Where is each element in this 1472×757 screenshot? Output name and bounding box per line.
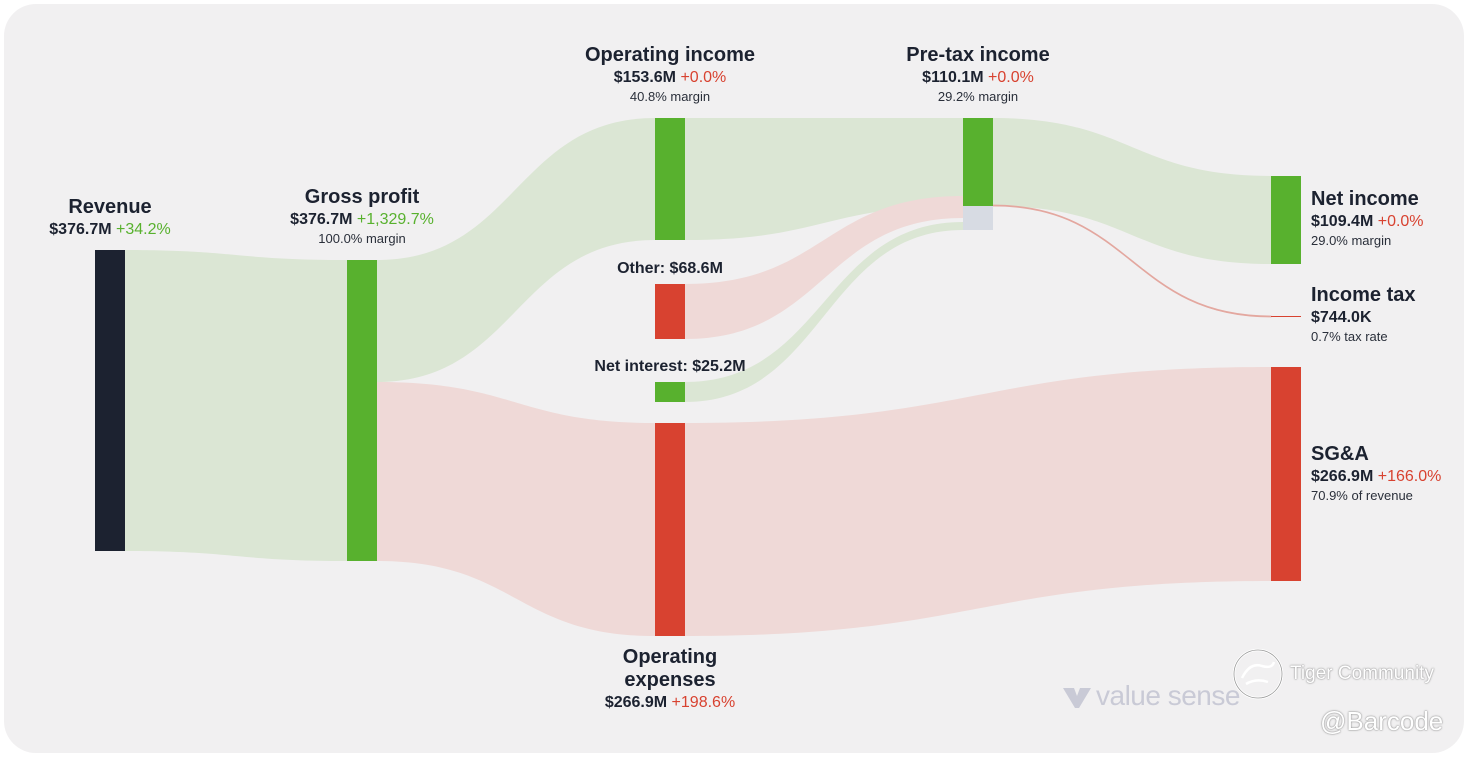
pretax-income-title: Pre-tax income xyxy=(906,44,1050,66)
revenue-change: +34.2% xyxy=(116,221,171,238)
operating-income-change: +0.0% xyxy=(680,69,727,86)
flow-opex-sga xyxy=(685,367,1271,636)
node-label-net-income: Net income $109.4M +0.0% 29.0% margin xyxy=(1311,188,1424,249)
node-bar-netint xyxy=(655,382,685,402)
pretax-income-change: +0.0% xyxy=(988,69,1034,86)
gross-profit-title: Gross profit xyxy=(304,186,420,208)
pretax-income-margin: 29.2% margin xyxy=(937,89,1019,105)
revenue-title: Revenue xyxy=(68,196,152,218)
net-income-change: +0.0% xyxy=(1377,213,1424,230)
other-title: Other: $68.6M xyxy=(617,260,723,277)
barcode-handle-watermark: @Barcode xyxy=(1320,706,1444,736)
tiger-community-text: Tiger Community xyxy=(1290,663,1434,685)
node-bar-revenue xyxy=(95,250,125,551)
net-income-title: Net income xyxy=(1311,188,1419,210)
sga-share: 70.9% of revenue xyxy=(1311,488,1413,504)
operating-income-title: Operating income xyxy=(584,44,756,66)
node-label-gross-profit: Gross profit $376.7M +1,329.7% 100.0% ma… xyxy=(290,186,434,247)
gross-profit-value: $376.7M xyxy=(290,211,353,228)
node-label-pretax-income: Pre-tax income $110.1M +0.0% 29.2% margi… xyxy=(906,44,1049,105)
sga-value: $266.9M xyxy=(1311,468,1374,485)
flow-gross-opinc xyxy=(377,118,655,382)
node-bar-sga xyxy=(1271,367,1301,581)
node-label-sga: SG&A $266.9M +166.0% 70.9% of revenue xyxy=(1311,443,1441,504)
tiger-community-watermark: Tiger Community xyxy=(1232,648,1434,700)
node-bar-netinc xyxy=(1271,176,1301,264)
node-label-revenue: Revenue $376.7M +34.2% xyxy=(49,196,170,239)
value-sense-watermark: value sense xyxy=(1062,680,1240,712)
sga-change: +166.0% xyxy=(1377,468,1442,485)
flow-revenue-gross xyxy=(125,250,347,561)
operating-income-margin: 40.8% margin xyxy=(629,89,711,105)
income-tax-title: Income tax xyxy=(1311,284,1416,306)
value-sense-text: value sense xyxy=(1096,680,1240,711)
node-bar-pretax xyxy=(963,118,993,206)
income-tax-value: $744.0K xyxy=(1311,309,1372,326)
flow-gross-opex xyxy=(377,382,655,636)
node-bar-tax xyxy=(1271,316,1301,317)
operating-expenses-change: +198.6% xyxy=(671,694,736,711)
flows-layer xyxy=(125,118,1272,636)
flow-other-pretax xyxy=(685,196,963,339)
value-sense-logo-icon xyxy=(1063,687,1091,708)
operating-expenses-title-line2: expenses xyxy=(624,669,716,691)
gross-profit-margin: 100.0% margin xyxy=(318,231,406,247)
node-bar-opex xyxy=(655,423,685,636)
operating-income-value: $153.6M xyxy=(613,69,676,86)
income-tax-rate: 0.7% tax rate xyxy=(1311,329,1388,345)
node-label-net-interest: Net interest: $25.2M xyxy=(594,358,745,376)
sga-title: SG&A xyxy=(1311,443,1369,465)
node-label-operating-income: Operating income $153.6M +0.0% 40.8% mar… xyxy=(585,44,755,105)
node-bar-gross xyxy=(347,260,377,561)
net-income-value: $109.4M xyxy=(1311,213,1374,230)
nodes-layer xyxy=(95,118,1301,636)
net-interest-title: Net interest: $25.2M xyxy=(594,358,746,375)
pretax-adjustment-bar xyxy=(963,206,993,230)
net-income-margin: 29.0% margin xyxy=(1311,233,1392,249)
revenue-value: $376.7M xyxy=(49,221,112,238)
pretax-income-value: $110.1M xyxy=(922,69,984,86)
node-bar-opinc xyxy=(655,118,685,240)
flow-pretax-netinc xyxy=(993,118,1271,264)
node-label-operating-expenses: Operating expenses $266.9M +198.6% xyxy=(605,646,735,712)
operating-expenses-title-line1: Operating xyxy=(622,646,718,668)
gross-profit-change: +1,329.7% xyxy=(356,211,434,228)
operating-expenses-value: $266.9M xyxy=(604,694,668,711)
tiger-logo-icon xyxy=(1232,648,1284,700)
node-label-income-tax: Income tax $744.0K 0.7% tax rate xyxy=(1311,284,1415,345)
node-bar-other xyxy=(655,284,685,339)
node-label-other: Other: $68.6M xyxy=(617,260,723,278)
flow-netint-pretax xyxy=(685,222,963,402)
